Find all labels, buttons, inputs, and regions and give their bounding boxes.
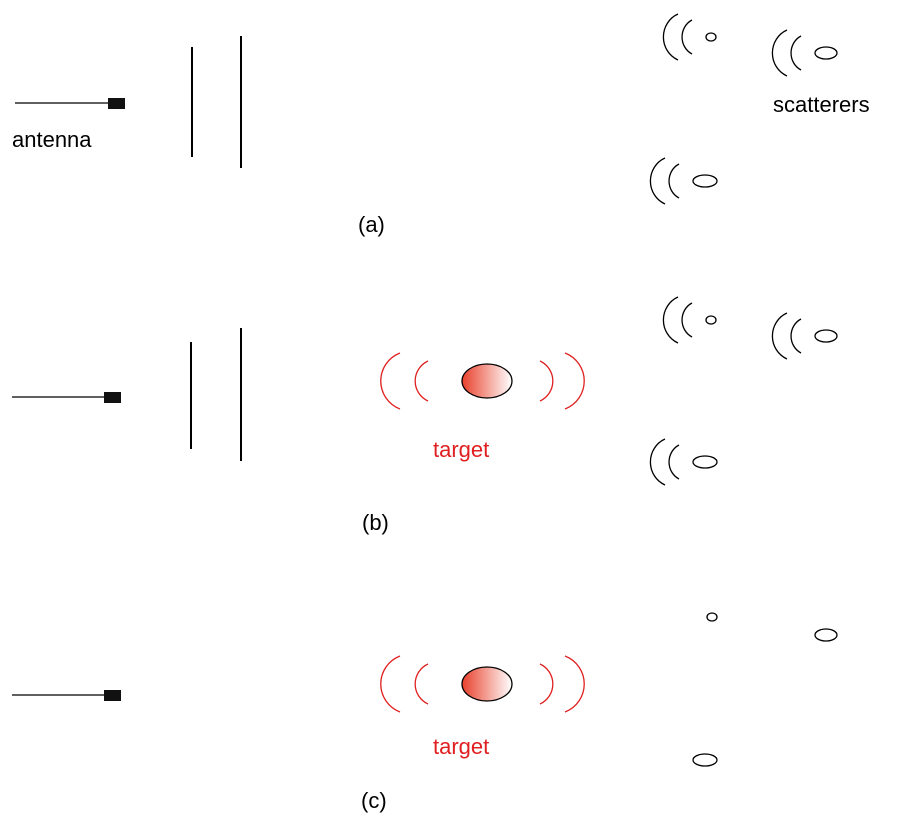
scatterer xyxy=(706,612,718,622)
target-wave xyxy=(380,655,401,713)
scatterer xyxy=(814,628,838,642)
antenna xyxy=(104,690,121,701)
panel-label: (b) xyxy=(362,510,389,535)
target-wave xyxy=(380,352,401,410)
target-wave xyxy=(564,655,585,713)
scatterers-label: scatterers xyxy=(773,92,870,117)
scatterer xyxy=(692,753,718,767)
target xyxy=(461,666,513,702)
panel-label: (a) xyxy=(358,212,385,237)
scatter-wave xyxy=(771,29,788,77)
target-label: target xyxy=(433,734,489,759)
target-wave xyxy=(539,663,554,705)
scatterer xyxy=(692,174,718,188)
scatter-wave xyxy=(662,296,679,344)
target-wave xyxy=(539,360,554,402)
scatterer xyxy=(814,329,838,343)
target-wave xyxy=(564,352,585,410)
target-label: target xyxy=(433,437,489,462)
scatter-wave xyxy=(662,13,679,61)
scatter-wave xyxy=(668,163,680,199)
scatterer xyxy=(705,32,717,42)
scatterer xyxy=(705,315,717,325)
scatter-wave xyxy=(649,157,666,205)
scatter-wave xyxy=(649,438,666,486)
scatter-wave xyxy=(790,318,802,354)
scatter-wave xyxy=(681,19,693,55)
scatterer xyxy=(692,455,718,469)
antenna xyxy=(108,98,125,109)
scatter-wave xyxy=(790,35,802,71)
target xyxy=(461,363,513,399)
panel-label: (c) xyxy=(361,788,387,813)
scatter-wave xyxy=(681,302,693,338)
scatter-wave xyxy=(771,312,788,360)
target-wave xyxy=(414,663,429,705)
scatter-wave xyxy=(668,444,680,480)
scatterer xyxy=(814,46,838,60)
antenna xyxy=(104,392,121,403)
antenna-label: antenna xyxy=(12,127,92,152)
target-wave xyxy=(414,360,429,402)
